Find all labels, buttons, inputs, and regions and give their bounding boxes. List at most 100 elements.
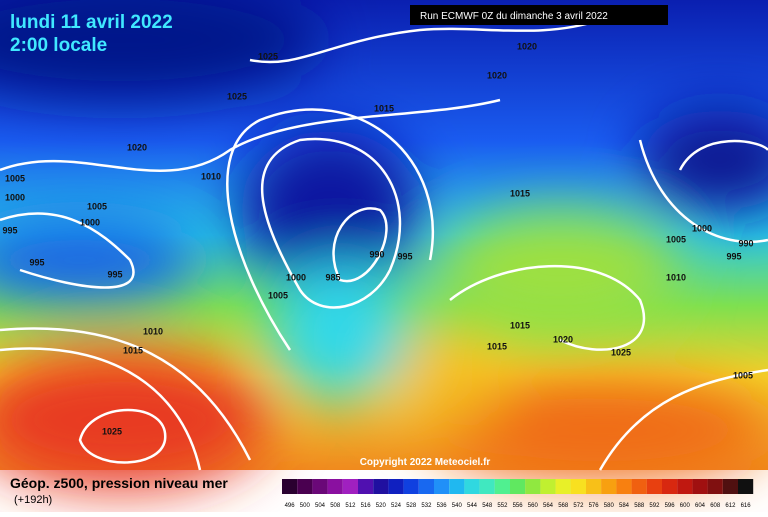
isobar-label: 1015 [123,345,143,355]
scale-label: 608 [710,503,721,509]
scale-swatch [555,479,571,494]
isobar-label: 1025 [611,347,631,357]
scale-swatch [662,479,678,494]
scale-label: 576 [589,503,600,509]
isobar-label: 990 [738,238,753,248]
scale-swatch [342,479,358,494]
isobar-label: 1010 [666,272,686,282]
scale-label: 516 [361,503,372,509]
copyright: Copyright 2022 Meteociel.fr [360,457,491,468]
isobar-label: 1000 [80,217,100,227]
isobar-label: 1010 [143,326,163,336]
scale-label: 512 [345,503,356,509]
scale-label: 568 [558,503,569,509]
isobar-label: 1000 [692,223,712,233]
scale-swatch [434,479,450,494]
scale-swatch [358,479,374,494]
isobar-label: 1025 [227,91,247,101]
scale-swatch [297,479,313,494]
scale-label: 616 [741,503,752,509]
footer: Géop. z500, pression niveau mer (+192h) … [10,475,754,509]
scale-label: 596 [665,503,676,509]
scale-label: 548 [482,503,493,509]
scale-label: 580 [604,503,615,509]
isobar-label: 1025 [258,51,278,61]
isobar-label: 1020 [127,142,147,152]
scale-swatch [479,479,495,494]
isobar-label: 1020 [553,334,573,344]
scale-swatch [631,479,647,494]
scale-label: 560 [528,503,539,509]
scale-label: 504 [315,503,326,509]
scale-swatch [677,479,693,494]
scale-label: 604 [695,503,706,509]
map-date: lundi 11 avril 2022 [10,12,173,33]
scale-label: 500 [300,503,311,509]
isobar-label: 1015 [487,341,507,351]
scale-swatch [540,479,556,494]
scale-label: 564 [543,503,554,509]
isobar-label: 1000 [5,192,25,202]
scale-label: 552 [497,503,508,509]
map-time: 2:00 locale [10,35,107,56]
scale-swatch [586,479,602,494]
scale-label: 532 [421,503,432,509]
isobar-label: 1005 [87,201,107,211]
isobar-label: 1020 [487,70,507,80]
isobar-label: 1015 [510,188,530,198]
scale-label: 612 [725,503,736,509]
scale-swatch [707,479,723,494]
scale-label: 600 [680,503,691,509]
scale-swatch [601,479,617,494]
isobar-label: 995 [2,225,17,235]
scale-label: 524 [391,503,402,509]
scale-label: 508 [330,503,341,509]
scale-label: 588 [634,503,645,509]
scale-swatch [646,479,662,494]
footer-title: Géop. z500, pression niveau mer [10,475,228,491]
scale-label: 544 [467,503,478,509]
scale-swatch [418,479,434,494]
scale-swatch [373,479,389,494]
isobar-label: 1020 [517,41,537,51]
scale-label: 520 [376,503,387,509]
isobar-label: 1005 [268,290,288,300]
scale-swatch [738,479,754,494]
isobar-label: 995 [29,257,44,267]
color-scale: 496 500 504 508 512 516 520 524 528 532 536 540 544 5… [282,479,754,509]
scale-label: 528 [406,503,417,509]
scale-swatch [388,479,404,494]
isobar-label: 1015 [374,103,394,113]
scale-label: 572 [573,503,584,509]
scale-swatch [327,479,343,494]
scale-label: 540 [452,503,463,509]
scale-swatch [494,479,510,494]
run-label: Run ECMWF 0Z du dimanche 3 avril 2022 [420,11,608,22]
scale-swatch [312,479,328,494]
scale-label: 496 [285,503,296,509]
scale-swatch [570,479,586,494]
isobar-label: 995 [107,269,122,279]
isobars [0,18,768,471]
scale-label: 556 [513,503,524,509]
isobar-label: 1005 [666,234,686,244]
map: lundi 11 avril 2022 2:00 locale Run ECMW… [0,0,768,490]
isobar-labels: 1025 1025 1020 1020 1015 1020 1010 1005 1000 1005… [2,41,753,436]
scale-swatch [403,479,419,494]
isobar-label: 1005 [733,370,753,380]
scale-swatch [525,479,541,494]
isobar-label: 1000 [286,272,306,282]
isobar-label: 1015 [510,320,530,330]
isobar-label: 995 [397,251,412,261]
scale-label: 536 [437,503,448,509]
scale-label: 584 [619,503,630,509]
scale-label: 592 [649,503,660,509]
scale-swatch [692,479,708,494]
isobar-label: 985 [325,272,340,282]
isobar-label: 1005 [5,173,25,183]
isobar-label: 1010 [201,171,221,181]
scale-swatch [282,479,298,494]
scale-swatch [722,479,738,494]
isobar-label: 990 [369,249,384,259]
